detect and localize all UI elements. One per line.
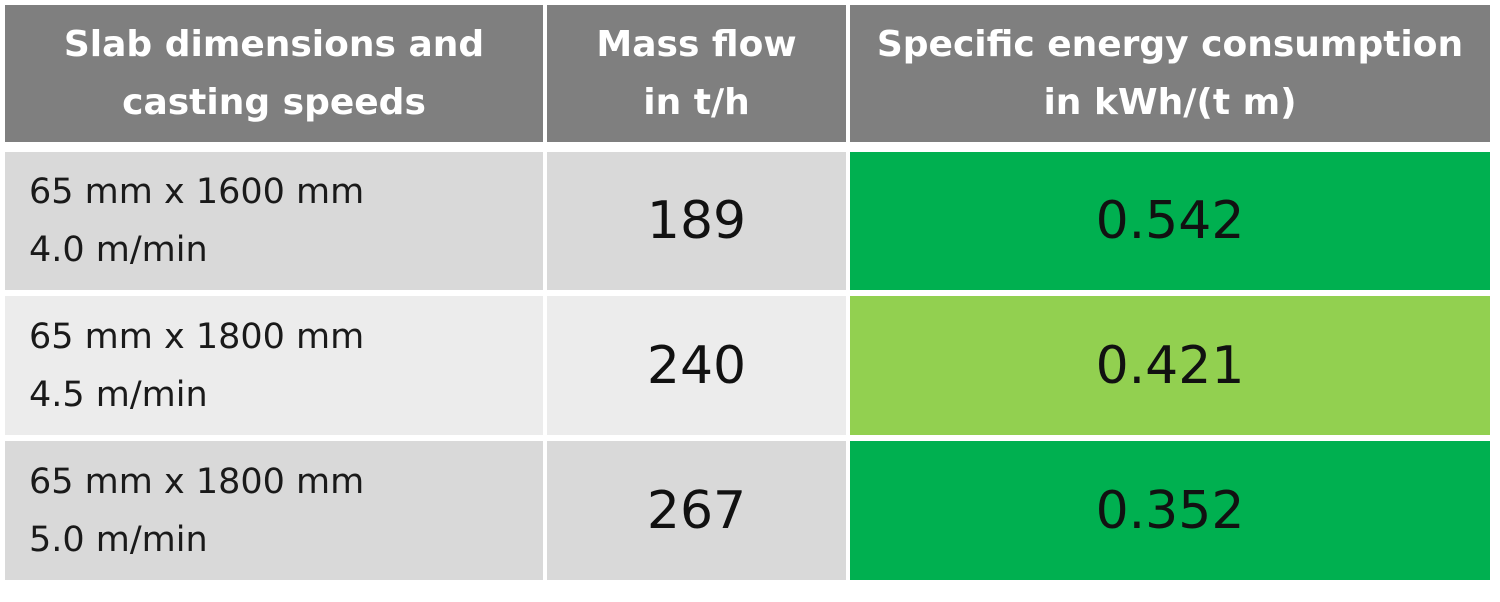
- dimension-cell: 65 mm x 1800 mm 4.5 m/min: [5, 296, 543, 435]
- mass-flow-cell: 240: [547, 296, 846, 435]
- cell-text: 0.421: [1095, 335, 1245, 396]
- header-text: Mass flow: [596, 23, 797, 65]
- mass-flow-cell: 189: [547, 152, 846, 290]
- cell-text: 4.5 m/min: [29, 374, 208, 415]
- cell-text: 267: [646, 480, 747, 541]
- dimension-cell: 65 mm x 1800 mm 5.0 m/min: [5, 441, 543, 580]
- dimension-cell: 65 mm x 1600 mm 4.0 m/min: [5, 152, 543, 290]
- energy-cell: 0.542: [850, 152, 1490, 290]
- header-cell: Mass flow in t/h: [547, 5, 846, 142]
- header-text: casting speeds: [122, 81, 426, 123]
- cell-text: 4.0 m/min: [29, 230, 208, 270]
- energy-cell: 0.421: [850, 296, 1490, 435]
- header-text: Specific energy consumption: [876, 23, 1464, 65]
- cell-text: 240: [646, 335, 747, 396]
- cell-text: 65 mm x 1800 mm: [29, 461, 365, 502]
- cell-text: 65 mm x 1800 mm: [29, 316, 365, 357]
- header-cell: Slab dimensions and casting speeds: [5, 5, 543, 142]
- cell-text: 0.542: [1095, 191, 1245, 251]
- header-text: in kWh/(t m): [1043, 81, 1297, 123]
- header-text: in t/h: [643, 81, 750, 123]
- energy-cell: 0.352: [850, 441, 1490, 580]
- header-text: Slab dimensions and: [63, 23, 485, 65]
- cell-text: 65 mm x 1600 mm: [29, 172, 365, 212]
- cell-text: 189: [646, 191, 747, 251]
- cell-text: 5.0 m/min: [29, 519, 208, 560]
- header-cell: Specific energy consumption in kWh/(t m): [850, 5, 1490, 142]
- cell-text: 0.352: [1095, 480, 1245, 541]
- mass-flow-cell: 267: [547, 441, 846, 580]
